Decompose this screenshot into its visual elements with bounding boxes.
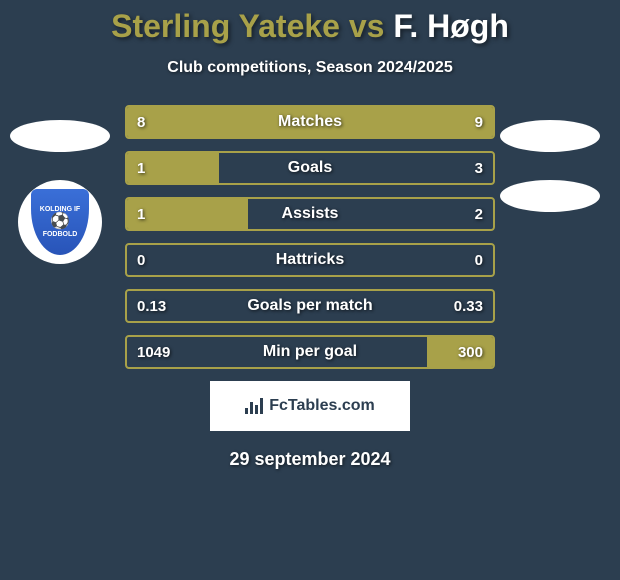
brand-footer-box: FcTables.com — [210, 381, 410, 431]
player1-club-logo: KOLDING IF ⚽ FODBOLD — [18, 180, 102, 264]
left-avatar-column: KOLDING IF ⚽ FODBOLD — [10, 120, 110, 264]
brand-name: FcTables.com — [269, 397, 375, 415]
stat-row: 00Hattricks — [125, 243, 495, 277]
stat-label: Goals — [127, 153, 493, 183]
stat-row: 1049300Min per goal — [125, 335, 495, 369]
player1-name: Sterling Yateke — [111, 8, 340, 44]
player2-club-placeholder — [500, 180, 600, 212]
player2-avatar-placeholder — [500, 120, 600, 152]
stat-row: 0.130.33Goals per match — [125, 289, 495, 323]
right-avatar-column — [500, 120, 600, 212]
vs-label: vs — [349, 8, 385, 44]
stat-row: 89Matches — [125, 105, 495, 139]
stat-label: Assists — [127, 199, 493, 229]
stat-bars-container: 89Matches 13Goals 12Assists 00Hattricks 0.13… — [125, 105, 495, 369]
stat-label: Hattricks — [127, 245, 493, 275]
footer-date: 29 september 2024 — [0, 449, 620, 470]
stat-row: 12Assists — [125, 197, 495, 231]
stat-label: Min per goal — [127, 337, 493, 367]
player1-avatar-placeholder — [10, 120, 110, 152]
stat-label: Goals per match — [127, 291, 493, 321]
stat-row: 13Goals — [125, 151, 495, 185]
stat-label: Matches — [127, 107, 493, 137]
player2-name: F. Høgh — [393, 8, 509, 44]
bar-chart-icon — [245, 398, 265, 414]
club-shield-text: KOLDING IF ⚽ FODBOLD — [40, 206, 80, 239]
subtitle: Club competitions, Season 2024/2025 — [0, 59, 620, 77]
comparison-title: Sterling Yateke vs F. Høgh — [0, 8, 620, 45]
shield-icon: KOLDING IF ⚽ FODBOLD — [31, 189, 89, 255]
